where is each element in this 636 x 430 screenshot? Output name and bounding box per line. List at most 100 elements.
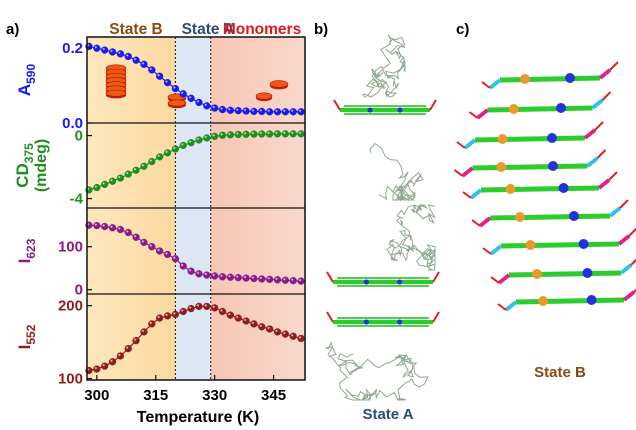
porphyrin-b-7: [508, 270, 622, 278]
data-point-3-14: [195, 302, 203, 311]
panel-separators: [87, 122, 305, 295]
porphyrin-b-8-acid-l: [497, 303, 507, 311]
porphyrin-b-2-orange-atom: [497, 134, 508, 144]
series-line-2: [88, 224, 302, 282]
data-point-0-22: [258, 107, 266, 116]
porphyrin-b-2-linker-l: [463, 138, 477, 150]
data-point-2-24: [273, 276, 282, 284]
porphyrin-b-0-blue-atom: [565, 73, 575, 83]
porphyrin-b-2-linker-r: [583, 128, 597, 140]
data-point-0-10: [163, 78, 172, 87]
data-point-2-2: [101, 222, 109, 231]
porphyrin-b-5-acid-l: [471, 219, 481, 227]
state-b-molecular-structure: [453, 61, 636, 312]
data-point-3-24: [273, 328, 282, 336]
data-point-1-11: [171, 145, 180, 153]
data-point-0-25: [281, 108, 290, 116]
data-series: [85, 42, 305, 375]
porphyrin-b-5-orange-atom: [515, 212, 525, 222]
porphyrin-b-6-linker-r: [617, 234, 631, 246]
porphyrin-b-4-linker-l: [469, 188, 483, 200]
data-point-3-13: [187, 304, 195, 313]
porphyrin-b-3: [472, 163, 588, 171]
data-point-0-7: [140, 60, 148, 68]
data-point-1-18: [226, 131, 235, 139]
data-point-2-5: [124, 228, 132, 237]
porphyrin-b-1-acid-l: [468, 111, 479, 119]
porphyrin-a-0-n2: [397, 107, 403, 113]
plot-frame: [86, 36, 306, 381]
porphyrin-b-8-acid-r: [633, 288, 636, 293]
porphyrin-b-5-linker-r: [608, 206, 622, 218]
data-point-0-2: [101, 46, 109, 54]
data-point-1-3: [108, 177, 117, 185]
porphyrin-b-4-acid-l: [462, 191, 472, 199]
data-point-1-5: [124, 170, 132, 178]
panel-label-c: c): [456, 21, 469, 38]
data-point-2-18: [226, 273, 235, 281]
alkyl-chains-top: [362, 34, 406, 98]
porphyrin-b-6-acid-r: [628, 227, 636, 237]
data-point-0-21: [250, 107, 258, 116]
data-point-1-20: [242, 130, 250, 138]
data-point-1-23: [265, 130, 274, 138]
y-tick-label-2-1: 100: [58, 239, 83, 256]
data-point-3-22: [258, 323, 266, 331]
porphyrin-b-5: [489, 213, 611, 221]
stack-disk-6: [105, 89, 127, 97]
alkyl-chains-cage-bottom: [325, 341, 429, 401]
x-tick-labels: 300 315 330 345: [84, 387, 286, 404]
porphyrin-a-2-acid-r: [432, 311, 440, 323]
data-point-2-10: [163, 250, 172, 259]
x-tick-label-2: 330: [202, 387, 227, 404]
porphyrin-b-5-linker-l: [478, 216, 492, 228]
x-axis-title: Temperature (K): [137, 409, 259, 426]
porphyrin-b-2-acid-l: [456, 141, 466, 149]
porphyrin-b-0-acid-r: [609, 61, 619, 71]
y-tick-label-3-1: 200: [58, 298, 83, 315]
porphyrin-a-1-n1: [363, 279, 369, 285]
porphyrin-b-2: [474, 135, 586, 143]
state-b-header: State B: [109, 21, 162, 38]
porphyrin-b-8-blue-atom: [586, 295, 597, 305]
y-axis-label-2: I623: [15, 238, 38, 263]
data-point-0-23: [265, 108, 274, 116]
porphyrin-a-2-n1: [363, 319, 369, 325]
x-tick-label-0: 300: [84, 387, 109, 404]
data-point-3-6: [132, 336, 140, 345]
data-point-2-17: [218, 273, 227, 281]
y-tick-label-1-0: 0: [75, 128, 83, 145]
porphyrin-b-6-linker-l: [489, 244, 503, 256]
data-point-2-26: [289, 277, 297, 285]
y-tick-label-2-0: 0: [75, 282, 83, 299]
data-point-1-6: [132, 166, 140, 174]
data-point-2-7: [140, 238, 148, 247]
porphyrin-b-7-acid-l: [490, 276, 500, 284]
porphyrin-a-0-acid-r: [429, 99, 437, 111]
data-point-0-3: [108, 48, 117, 56]
monomers-header: Monomers: [223, 21, 301, 38]
porphyrin-b-1-linker-l: [476, 108, 489, 120]
data-point-1-13: [187, 139, 195, 147]
data-point-1-24: [273, 130, 282, 138]
data-point-0-24: [273, 108, 282, 116]
porphyrin-b-6: [500, 241, 620, 249]
data-point-3-11: [171, 310, 180, 319]
state-b-caption: State B: [534, 364, 586, 381]
y-axis-labels: 0.0 0.2 A590 0 -4 CD375(mdeg) 0 100 I623 100 200 I5…: [13, 40, 84, 387]
data-point-1-19: [234, 130, 242, 139]
data-point-0-27: [297, 108, 305, 116]
data-point-2-25: [281, 276, 290, 284]
y-axis-label-3: I552: [15, 324, 38, 349]
panel-a: 0.0 0.2 A590 0 -4 CD375(mdeg) 0 100 I623 100 200 I5…: [6, 21, 306, 426]
porphyrin-b-1: [487, 105, 593, 113]
porphyrin-b-3-linker-r: [586, 156, 599, 168]
data-point-1-26: [289, 130, 297, 138]
data-point-2-9: [156, 247, 164, 255]
data-point-2-14: [195, 270, 203, 278]
porphyrin-b-0-linker-l: [488, 78, 502, 90]
state-a-caption: State A: [362, 406, 413, 423]
y-axis-unit-1: (mdeg): [33, 139, 50, 192]
porphyrin-b-2-acid-r: [594, 121, 604, 131]
